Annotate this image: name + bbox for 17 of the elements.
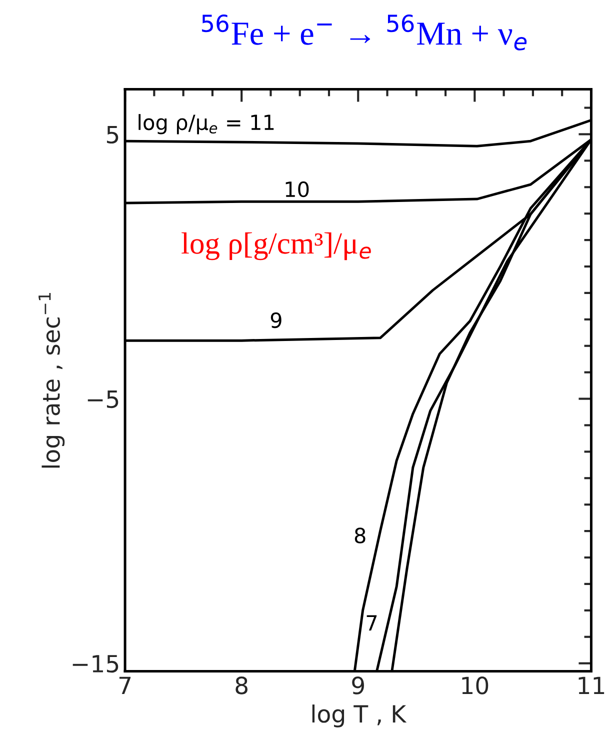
- y-tick-label: 5: [106, 126, 118, 144]
- x-tick-label: 7: [119, 676, 131, 694]
- x-axis-title: log T , K: [312, 704, 407, 728]
- x-tick-label: 9: [352, 676, 364, 694]
- y-tick-label: −15: [72, 655, 118, 673]
- annotation: 8: [354, 528, 366, 544]
- annotation: 7: [366, 615, 377, 630]
- annotation: 9: [270, 312, 282, 328]
- x-tick-label: 8: [236, 676, 248, 694]
- y-tick-label: −5: [88, 390, 118, 408]
- x-tick-label: 10: [462, 676, 488, 694]
- x-tick-label: 11: [578, 676, 604, 694]
- annotation: log ρ[g/cm³]/μ$_{e}$: [182, 232, 371, 260]
- annotation: log ρ/μ$_{e}$ = 11: [138, 114, 274, 134]
- y-axis-title: log rate , sec$^{−1}$: [38, 293, 65, 468]
- chart-title: $^{56}$Fe + e$^{−}$ → $^{56}$Mn + ν$_{e}$: [202, 14, 527, 50]
- annotation: 10: [286, 181, 309, 198]
